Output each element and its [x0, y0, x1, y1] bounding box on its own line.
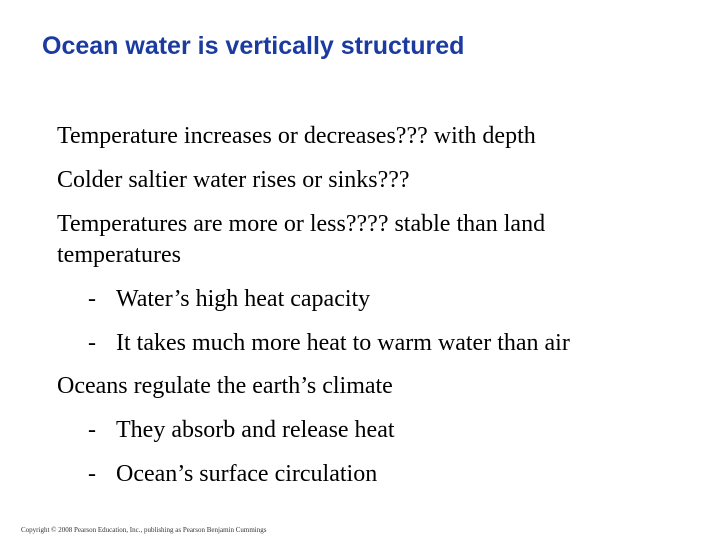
bullet-temperatures-stable: Temperatures are more or less???? stable… — [57, 210, 545, 239]
bullet-temperatures-continuation: temperatures — [57, 241, 181, 270]
dash-marker: - — [88, 417, 96, 443]
dash-marker: - — [88, 330, 96, 356]
bullet-text: It takes much more heat to warm water th… — [116, 330, 570, 356]
slide-title: Ocean water is vertically structured — [42, 32, 465, 60]
bullet-text: Temperature increases or decreases??? wi… — [57, 123, 536, 149]
bullet-text: Water’s high heat capacity — [116, 286, 371, 312]
bullet-temperature-depth: Temperature increases or decreases??? wi… — [57, 122, 536, 151]
bullet-text: They absorb and release heat — [116, 417, 395, 443]
copyright-footer: Copyright © 2008 Pearson Education, Inc.… — [21, 526, 267, 534]
sub-bullet-heat-capacity: - Water’s high heat capacity — [88, 285, 370, 314]
dash-marker: - — [88, 286, 96, 312]
sub-bullet-surface-circulation: - Ocean’s surface circulation — [88, 460, 377, 489]
bullet-text: Oceans regulate the earth’s climate — [57, 373, 393, 399]
dash-marker: - — [88, 461, 96, 487]
sub-bullet-absorb-release-heat: - They absorb and release heat — [88, 416, 395, 445]
bullet-text: Temperatures are more or less???? stable… — [57, 211, 546, 237]
sub-bullet-heat-to-warm-water: - It takes much more heat to warm water t… — [88, 329, 570, 358]
bullet-oceans-regulate-climate: Oceans regulate the earth’s climate — [57, 372, 393, 401]
bullet-text: temperatures — [57, 242, 181, 268]
bullet-colder-saltier-water: Colder saltier water rises or sinks??? — [57, 166, 410, 195]
bullet-text: Ocean’s surface circulation — [116, 461, 378, 487]
bullet-text: Colder saltier water rises or sinks??? — [57, 167, 410, 193]
